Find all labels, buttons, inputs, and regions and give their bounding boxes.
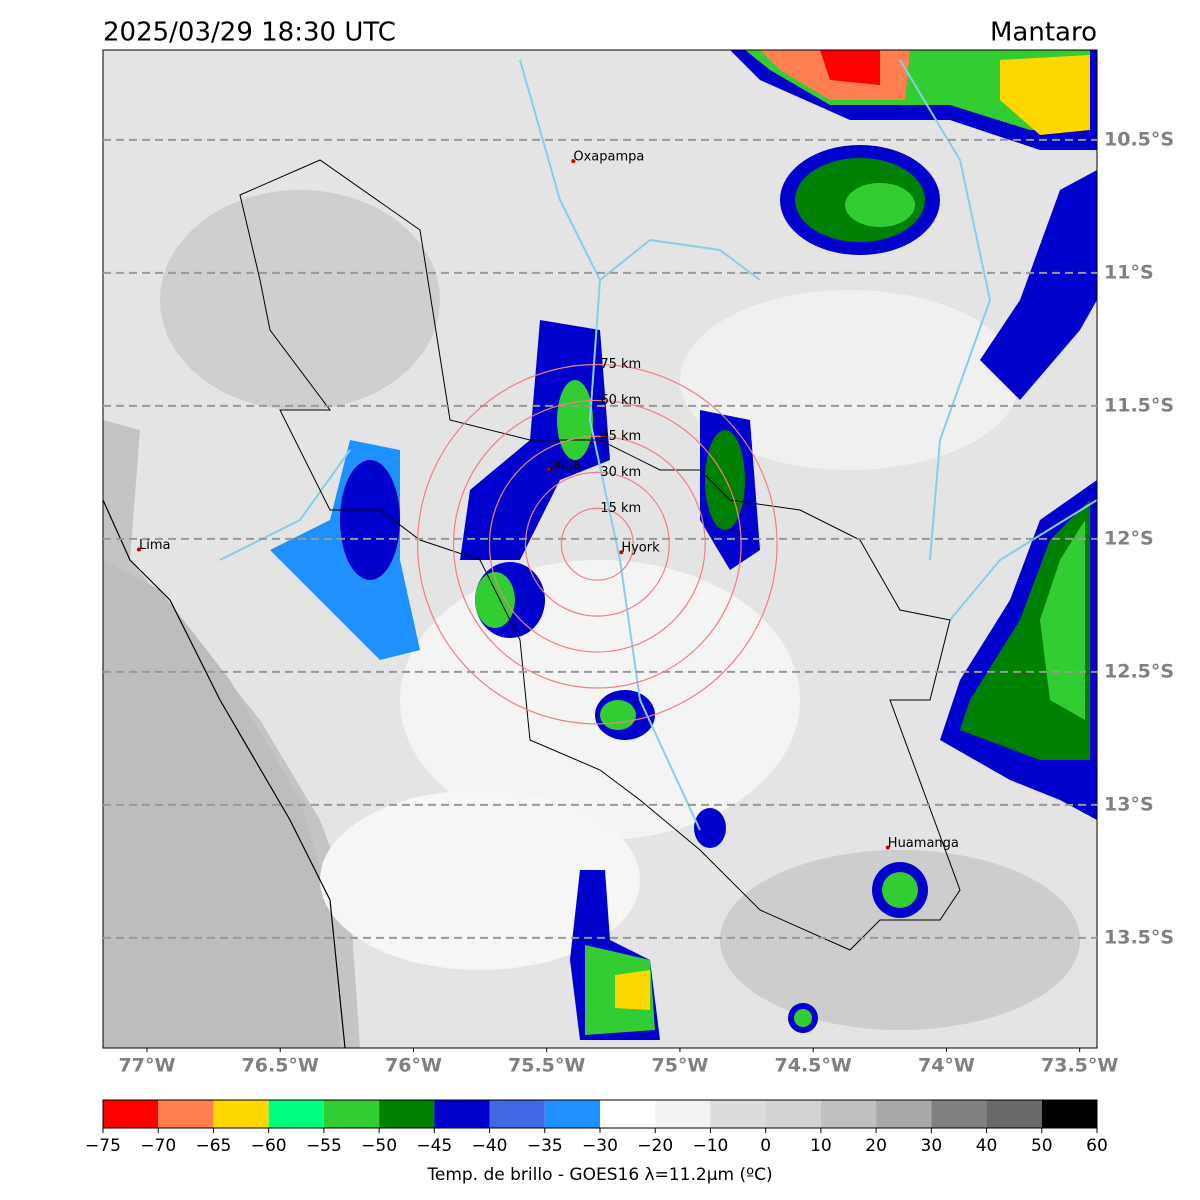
colorbar-tick-label: 10	[810, 1136, 832, 1156]
lon-label: 76.5°W	[242, 1055, 319, 1077]
range-ring	[417, 363, 778, 725]
colorbar-segment	[765, 1100, 821, 1128]
colorbar-segment	[158, 1100, 214, 1128]
ring-label: 15 km	[600, 501, 641, 516]
ring-label: 45 km	[600, 429, 641, 444]
colorbar-segment	[213, 1100, 269, 1128]
city-dot	[885, 845, 890, 850]
city-dot	[571, 159, 576, 164]
colorbar-segment	[710, 1100, 766, 1128]
colorbar-segment	[103, 1100, 159, 1128]
lon-label: 74°W	[918, 1055, 975, 1077]
city-dot	[547, 467, 552, 472]
lat-label: 11.5°S	[1104, 394, 1174, 416]
satellite-image	[103, 50, 1097, 1048]
colorbar-segment	[986, 1100, 1042, 1128]
colorbar-tick-label: −20	[637, 1136, 673, 1156]
lat-label: 12°S	[1104, 527, 1154, 549]
colorbar-tick-label: −70	[140, 1136, 176, 1156]
city-label: Jauja	[548, 458, 581, 473]
colorbar-segment	[600, 1100, 656, 1128]
map-title: 2025/03/29 18:30 UTC	[103, 18, 396, 48]
range-ring	[488, 435, 706, 653]
map-frame	[102, 49, 1098, 1049]
lon-label: 75°W	[651, 1055, 708, 1077]
colorbar-tick-label: −30	[582, 1136, 618, 1156]
colorbar-segment	[544, 1100, 600, 1128]
colorbar-tick-label: −40	[472, 1136, 508, 1156]
lat-label: 10.5°S	[1104, 128, 1174, 150]
colorbar-tick-label: −65	[195, 1136, 231, 1156]
colorbar-segment	[434, 1100, 490, 1128]
lon-label: 77°W	[119, 1055, 176, 1077]
lat-label: 12.5°S	[1104, 660, 1174, 682]
lon-label: 73.5°W	[1041, 1055, 1118, 1077]
city-label: Hyork	[621, 541, 660, 556]
lon-label: 76°W	[385, 1055, 442, 1077]
range-ring	[560, 507, 634, 581]
colorbar-segment	[323, 1100, 380, 1128]
colorbar-segment	[655, 1100, 711, 1128]
colorbar-tick-label: −75	[85, 1136, 121, 1156]
colorbar-tick-label: 40	[976, 1136, 998, 1156]
colorbar-tick-label: 60	[1086, 1136, 1108, 1156]
colorbar-segment	[268, 1100, 324, 1128]
region-name: Mantaro	[990, 18, 1097, 48]
ring-label: 75 km	[600, 357, 641, 372]
colorbar-segment	[820, 1100, 877, 1128]
colorbar-segment	[379, 1100, 435, 1128]
city-label: Huamanga	[888, 836, 959, 851]
lat-label: 11°S	[1104, 261, 1154, 283]
range-ring	[524, 471, 670, 617]
city-label: Oxapampa	[573, 150, 644, 165]
colorbar-tick-label: 50	[1031, 1136, 1053, 1156]
colorbar-tick-label: 30	[921, 1136, 943, 1156]
lat-label: 13.5°S	[1104, 926, 1174, 948]
colorbar-tick-label: −50	[361, 1136, 397, 1156]
colorbar-segment	[876, 1100, 932, 1128]
lon-label: 75.5°W	[508, 1055, 585, 1077]
city-dot	[619, 550, 624, 555]
range-ring	[452, 399, 742, 689]
colorbar-tick-label: −10	[692, 1136, 728, 1156]
city-label: Lima	[139, 538, 170, 553]
colorbar-tick-label: 0	[760, 1136, 771, 1156]
lat-label: 13°S	[1104, 793, 1154, 815]
colorbar-tick-label: −60	[251, 1136, 287, 1156]
colorbar-tick-label: −45	[416, 1136, 452, 1156]
colorbar-tick-label: −55	[306, 1136, 342, 1156]
colorbar-tick-label: 20	[865, 1136, 887, 1156]
ring-label: 60 km	[600, 393, 641, 408]
colorbar-segment	[1041, 1100, 1097, 1128]
ring-label: 30 km	[600, 465, 641, 480]
colorbar-tick-label: −35	[527, 1136, 563, 1156]
lon-label: 74.5°W	[775, 1055, 852, 1077]
colorbar-label: Temp. de brillo - GOES16 λ=11.2μm (ºC)	[426, 1165, 772, 1185]
colorbar-segment	[489, 1100, 545, 1128]
city-dot	[136, 547, 141, 552]
colorbar-segment	[931, 1100, 987, 1128]
